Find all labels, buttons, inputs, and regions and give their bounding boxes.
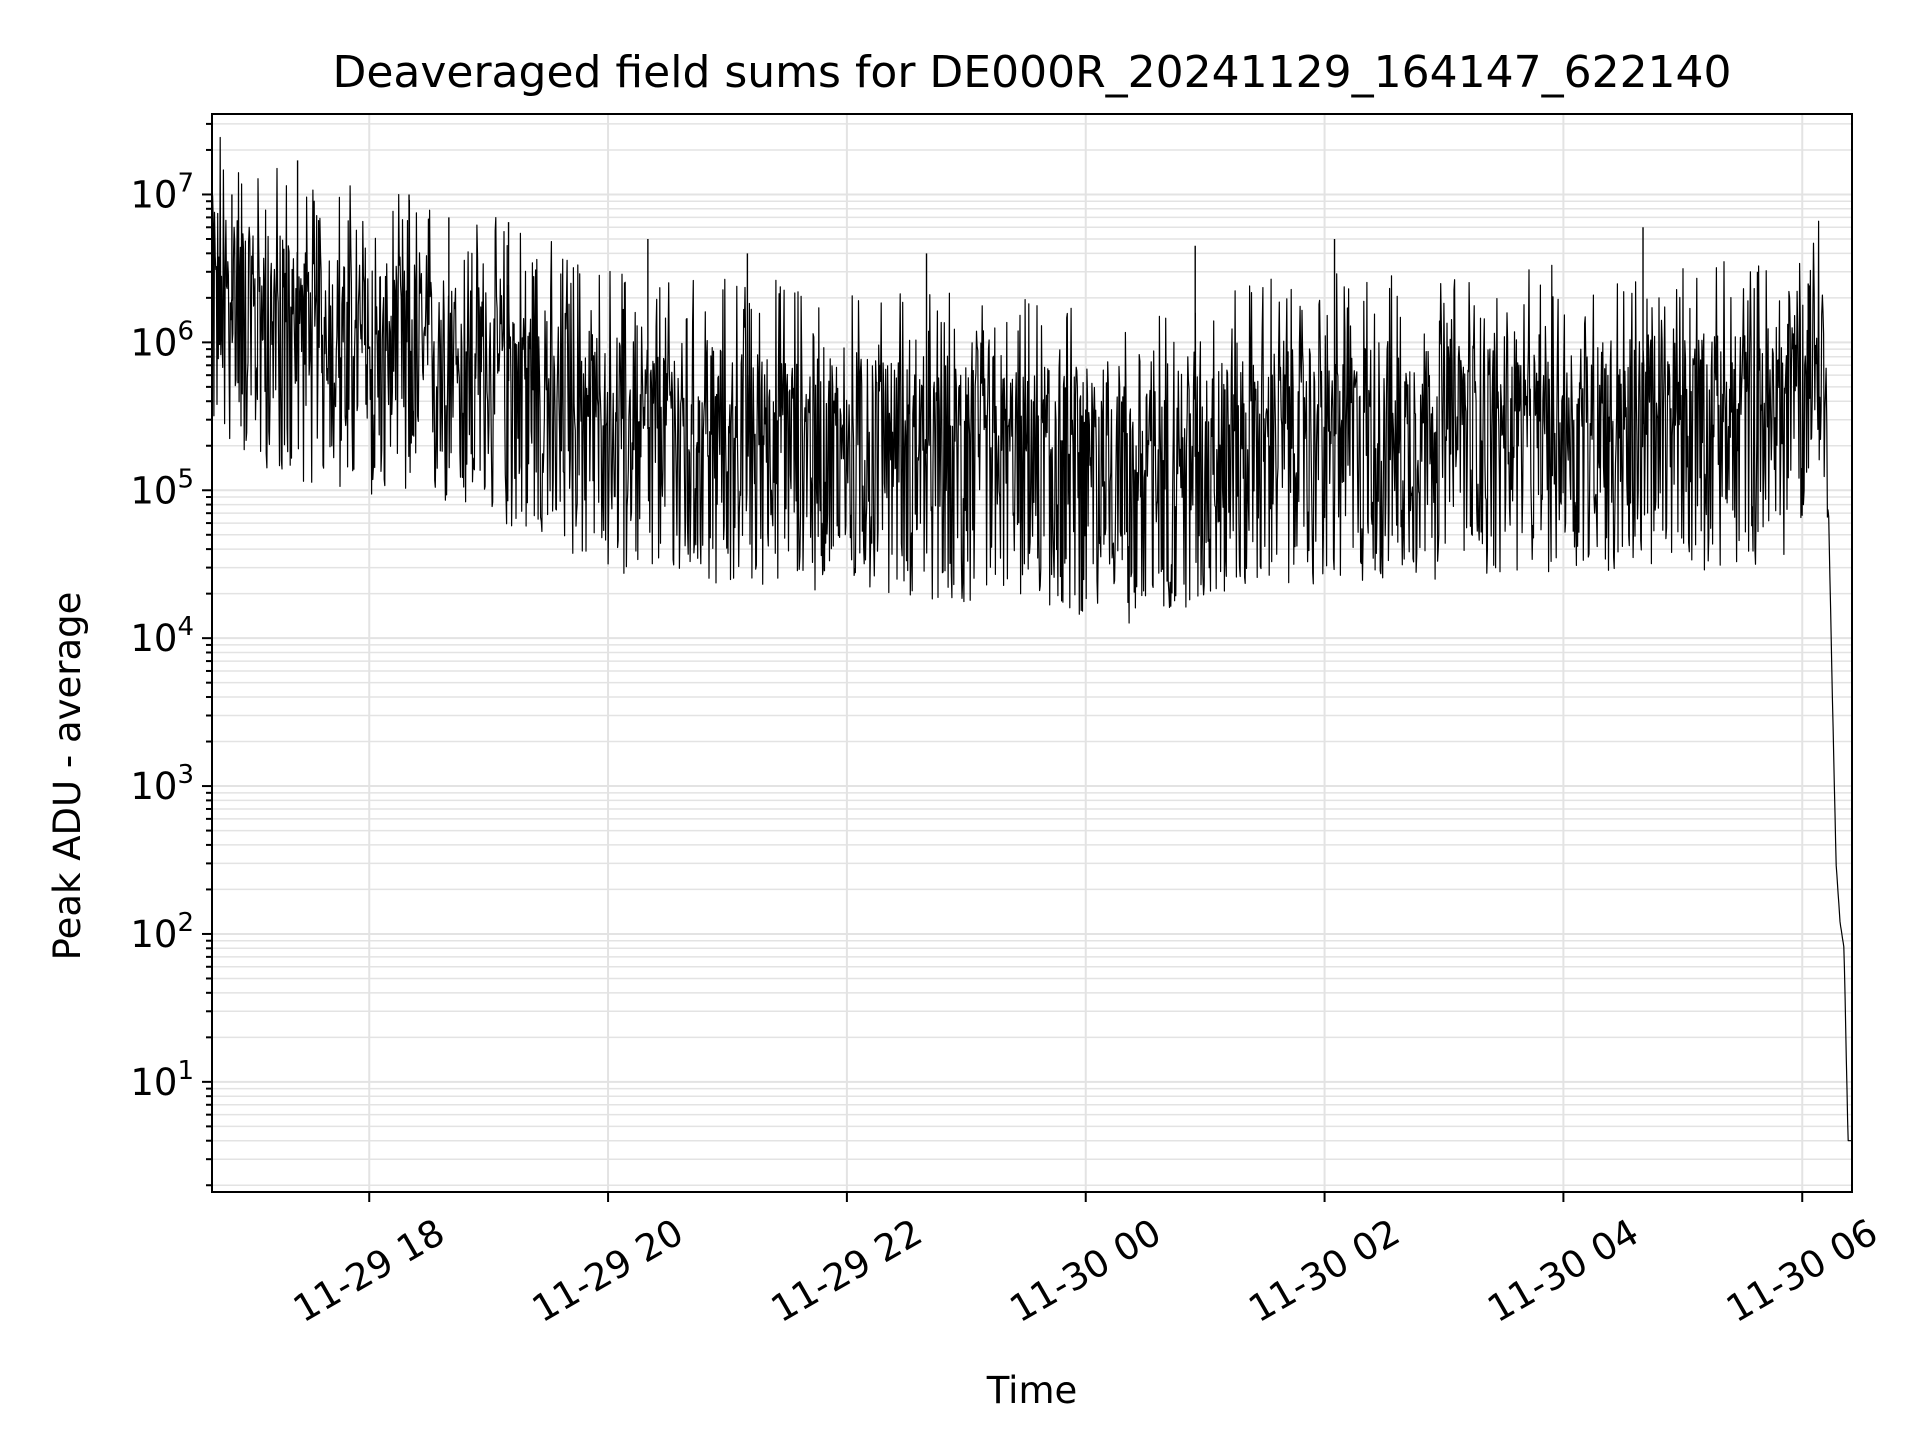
y-tick-label: 103 <box>130 760 194 808</box>
y-tick-label: 106 <box>130 316 194 364</box>
y-tick-base: 10 <box>130 173 177 216</box>
chart-title: Deaveraged field sums for DE000R_2024112… <box>332 47 1731 98</box>
y-tick-base: 10 <box>130 617 177 660</box>
y-tick-exponent: 1 <box>177 1056 194 1086</box>
y-tick-exponent: 6 <box>177 316 194 346</box>
x-axis-label: Time <box>986 1369 1078 1412</box>
y-tick-exponent: 4 <box>177 612 194 642</box>
y-tick-base: 10 <box>130 913 177 956</box>
y-tick-label: 104 <box>130 612 194 660</box>
series-line <box>211 136 1852 1142</box>
y-tick-exponent: 7 <box>177 168 194 198</box>
y-tick-base: 10 <box>130 765 177 808</box>
y-tick-label: 101 <box>130 1056 194 1104</box>
grid <box>212 114 1852 1192</box>
y-tick-label: 102 <box>130 908 194 956</box>
y-tick-label: 107 <box>130 168 194 216</box>
y-tick-base: 10 <box>130 321 177 364</box>
y-tick-label: 105 <box>130 464 194 512</box>
y-axis-label: Peak ADU - average <box>46 592 89 961</box>
y-tick-base: 10 <box>130 469 177 512</box>
y-tick-exponent: 2 <box>177 908 194 938</box>
plot-line-group <box>211 136 1852 1142</box>
y-tick-exponent: 5 <box>177 464 194 494</box>
y-tick-exponent: 3 <box>177 760 194 790</box>
y-tick-base: 10 <box>130 1061 177 1104</box>
